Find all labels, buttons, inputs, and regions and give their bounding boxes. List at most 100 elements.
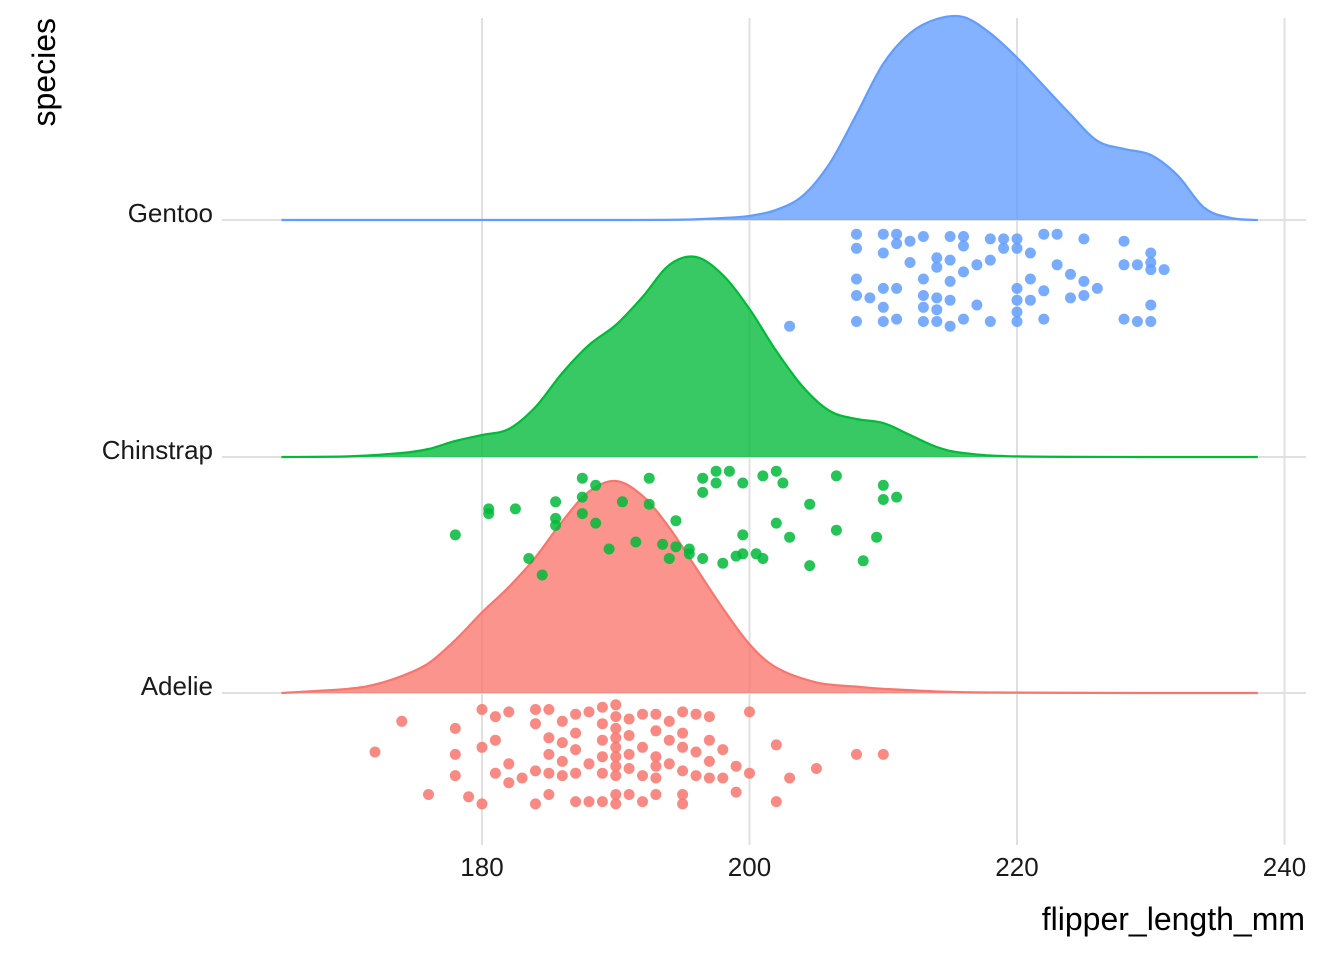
point-gentoo-67	[1131, 259, 1143, 271]
point-gentoo-5	[851, 316, 862, 327]
point-chinstrap-38	[757, 553, 769, 564]
point-adelie-69	[663, 715, 675, 727]
point-adelie-71	[663, 758, 675, 770]
point-adelie-35	[583, 706, 595, 718]
point-adelie-12	[489, 767, 501, 779]
point-gentoo-46	[1011, 282, 1023, 294]
point-chinstrap-8	[550, 519, 562, 531]
point-adelie-93	[784, 772, 796, 784]
point-adelie-79	[690, 746, 702, 758]
point-adelie-56	[623, 748, 635, 760]
point-adelie-95	[851, 748, 862, 760]
point-gentoo-42	[998, 233, 1010, 245]
point-adelie-49	[610, 751, 622, 763]
point-adelie-61	[637, 770, 648, 782]
point-adelie-17	[530, 704, 541, 715]
point-gentoo-45	[1011, 242, 1023, 254]
point-gentoo-34	[958, 240, 969, 252]
y-tick-label-chinstrap: Chinstrap	[102, 435, 213, 465]
point-gentoo-35	[958, 266, 969, 278]
point-adelie-89	[744, 706, 755, 718]
point-adelie-7	[476, 704, 488, 715]
point-gentoo-18	[917, 231, 929, 242]
point-gentoo-7	[877, 228, 889, 240]
point-chinstrap-37	[757, 470, 769, 482]
ridge-fill-gentoo	[281, 15, 1258, 220]
point-adelie-41	[596, 751, 608, 763]
point-gentoo-13	[891, 238, 903, 250]
point-gentoo-16	[904, 235, 916, 247]
point-adelie-90	[744, 767, 755, 779]
point-gentoo-61	[1078, 275, 1090, 287]
point-chinstrap-28	[710, 465, 722, 477]
point-chinstrap-43	[804, 498, 816, 510]
point-adelie-20	[530, 798, 541, 810]
x-tick-label-200: 200	[728, 852, 771, 882]
point-gentoo-9	[877, 282, 889, 294]
point-chinstrap-22	[670, 541, 682, 553]
point-chinstrap-51	[891, 491, 903, 503]
point-chinstrap-3	[509, 503, 521, 515]
point-adelie-46	[610, 722, 622, 734]
point-adelie-58	[623, 789, 635, 800]
point-chinstrap-5	[536, 569, 548, 581]
point-gentoo-59	[1065, 292, 1076, 304]
y-tick-label-adelie: Adelie	[141, 671, 213, 701]
point-chinstrap-4	[523, 553, 535, 564]
point-gentoo-71	[1145, 264, 1157, 276]
point-chinstrap-17	[643, 472, 655, 484]
point-chinstrap-13	[590, 517, 602, 529]
point-adelie-77	[677, 798, 689, 810]
point-chinstrap-19	[657, 538, 669, 550]
point-adelie-4	[449, 748, 461, 760]
point-adelie-9	[476, 798, 488, 810]
ridge-outline-gentoo	[281, 14, 1258, 222]
point-adelie-42	[596, 767, 608, 779]
point-adelie-81	[703, 711, 715, 723]
point-chinstrap-21	[670, 515, 682, 527]
point-gentoo-12	[891, 228, 903, 240]
point-chinstrap-45	[830, 470, 842, 482]
point-chinstrap-29	[710, 477, 722, 489]
point-adelie-44	[610, 699, 622, 711]
point-chinstrap-25	[697, 472, 709, 484]
point-adelie-13	[503, 706, 515, 718]
point-adelie-18	[530, 718, 541, 730]
point-adelie-73	[677, 727, 689, 739]
point-adelie-34	[570, 796, 582, 808]
point-gentoo-27	[931, 316, 943, 327]
point-adelie-27	[556, 737, 568, 749]
point-gentoo-11	[877, 316, 889, 327]
point-adelie-96	[877, 748, 889, 760]
point-gentoo-50	[1024, 247, 1036, 259]
point-adelie-74	[677, 741, 689, 753]
point-adelie-5	[449, 770, 461, 782]
ridge-outline-chinstrap	[281, 255, 1258, 459]
point-gentoo-56	[1051, 228, 1063, 240]
point-adelie-33	[570, 767, 582, 779]
point-adelie-60	[637, 741, 648, 753]
point-adelie-47	[610, 732, 622, 744]
point-chinstrap-30	[717, 557, 729, 569]
point-adelie-30	[570, 708, 582, 720]
point-gentoo-52	[1024, 294, 1036, 306]
point-adelie-48	[610, 741, 622, 753]
point-adelie-2	[423, 789, 434, 800]
point-gentoo-20	[917, 290, 929, 301]
point-gentoo-51	[1024, 273, 1036, 285]
point-chinstrap-27	[697, 553, 709, 564]
point-gentoo-24	[931, 261, 943, 273]
point-gentoo-55	[1038, 313, 1050, 325]
point-gentoo-3	[851, 273, 862, 285]
point-adelie-14	[503, 758, 515, 770]
point-gentoo-73	[1145, 316, 1157, 327]
point-gentoo-14	[891, 282, 903, 294]
point-adelie-87	[730, 760, 742, 772]
point-gentoo-29	[944, 254, 956, 266]
point-adelie-38	[596, 701, 608, 713]
point-adelie-19	[530, 765, 541, 777]
point-adelie-15	[503, 777, 515, 789]
point-adelie-83	[703, 755, 715, 767]
point-adelie-21	[543, 704, 555, 715]
